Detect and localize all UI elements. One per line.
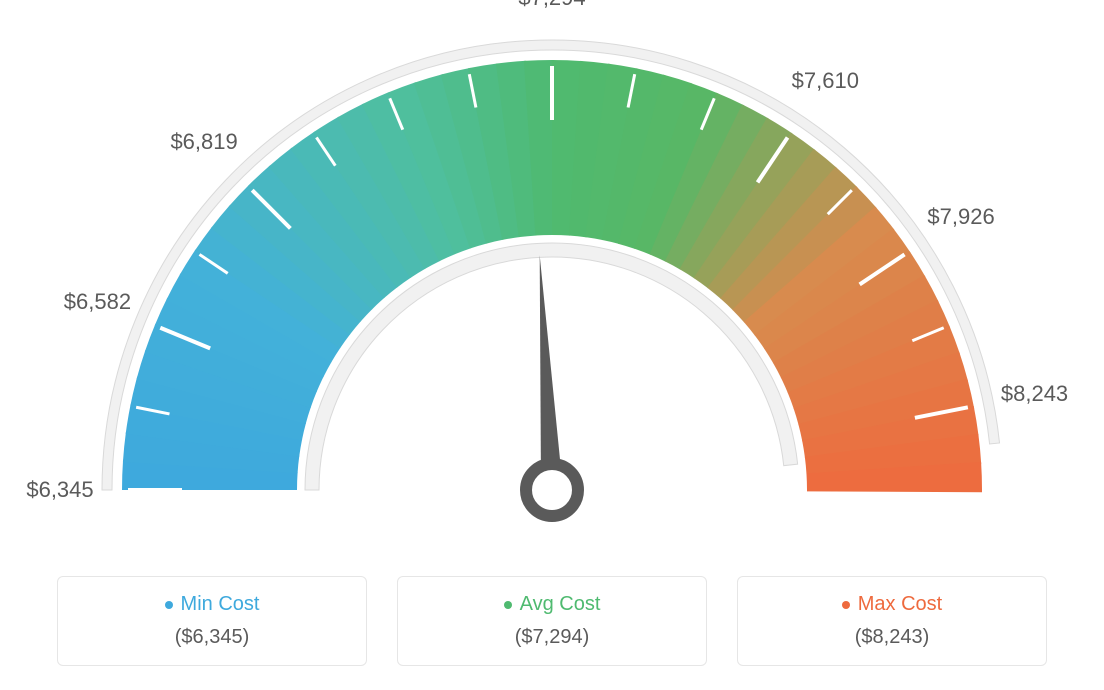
gauge-needle [540,255,563,490]
legend-dot-icon [165,601,173,609]
legend-title-max: Max Cost [842,593,942,616]
legend-title-text: Min Cost [181,593,260,616]
gauge-tick-label: $7,610 [792,68,859,94]
gauge-tick-label: $6,345 [26,477,93,503]
legend-card-max: Max Cost ($8,243) [737,576,1047,666]
legend-title-avg: Avg Cost [504,593,601,616]
legend-title-text: Max Cost [858,593,942,616]
legend-value-max: ($8,243) [855,626,930,649]
legend-row: Min Cost ($6,345) Avg Cost ($7,294) Max Cost… [0,576,1104,666]
legend-title-text: Avg Cost [520,593,601,616]
gauge-needle-hub [526,464,578,516]
gauge-tick-label: $6,819 [170,129,237,155]
legend-card-avg: Avg Cost ($7,294) [397,576,707,666]
legend-dot-icon [504,601,512,609]
gauge-svg [0,0,1104,550]
gauge-tick-label: $7,926 [927,204,994,230]
gauge-tick-label: $7,294 [518,0,585,11]
legend-title-min: Min Cost [165,593,260,616]
gauge-chart: $6,345 $6,582 $6,819 $7,294 $7,610 $7,926 $8,2… [0,0,1104,550]
legend-value-min: ($6,345) [175,626,250,649]
gauge-tick-label: $8,243 [1001,381,1068,407]
legend-value-avg: ($7,294) [515,626,590,649]
legend-card-min: Min Cost ($6,345) [57,576,367,666]
legend-dot-icon [842,601,850,609]
gauge-tick-label: $6,582 [64,289,131,315]
